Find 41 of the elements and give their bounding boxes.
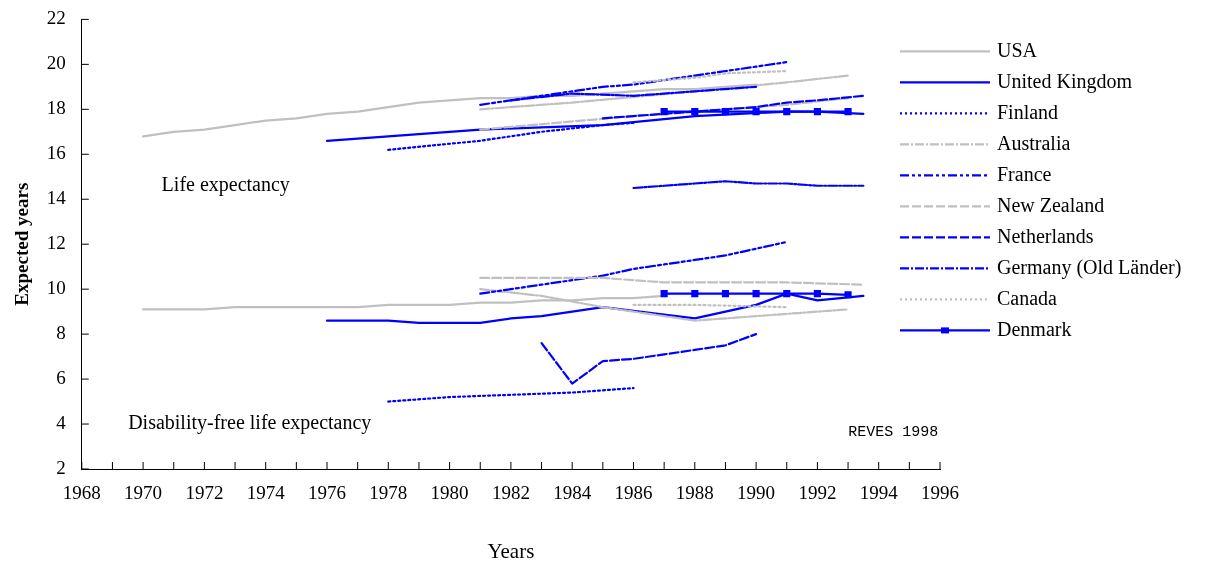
x-tick-label: 1974 [246,482,286,504]
y-tick-label: 18 [46,97,66,119]
y-tick-label: 14 [46,187,67,209]
x-tick-label: 1976 [308,482,346,504]
legend-label: Australia [997,131,1071,154]
x-tick-label: 1992 [798,482,837,504]
y-tick-label: 22 [46,7,66,29]
x-tick-label: 1982 [491,482,530,504]
annotation: Life expectancy [161,173,290,196]
y-tick-label: 6 [56,367,66,389]
y-tick-label: 2 [56,456,66,478]
x-tick-label: 1968 [62,482,101,504]
annotation: REVES 1998 [848,424,939,442]
legend-label: France [997,162,1052,185]
legend-label: Netherlands [997,224,1094,247]
legend-label: Denmark [997,317,1072,340]
legend-label: USA [997,38,1038,61]
y-tick-label: 10 [46,277,66,299]
y-tick-label: 20 [46,52,66,74]
legend-label: New Zealand [997,193,1105,216]
x-tick-label: 1980 [430,482,469,504]
x-tick-label: 1978 [369,482,408,504]
x-tick-label: 1990 [737,482,776,504]
y-tick-label: 4 [56,412,67,434]
y-axis-title: Expected years [11,182,33,306]
y-tick-label: 8 [56,322,66,344]
y-tick-label: 16 [46,142,66,164]
legend-label: Germany (Old Länder) [997,255,1182,279]
x-tick-label: 1986 [614,482,653,504]
x-tick-label: 1984 [553,482,592,504]
x-tick-label: 1988 [675,482,714,504]
annotation: Disability-free life expectancy [128,411,372,435]
x-tick-label: 1994 [859,482,899,504]
x-axis-title: Years [487,538,535,563]
x-tick-label: 1970 [124,482,163,504]
x-tick-label: 1972 [185,482,224,504]
legend-label: United Kingdom [997,69,1133,93]
y-tick-label: 12 [46,232,66,254]
legend-label: Canada [997,286,1058,309]
legend-label: Finland [997,100,1059,123]
x-tick-label: 1996 [921,482,959,504]
